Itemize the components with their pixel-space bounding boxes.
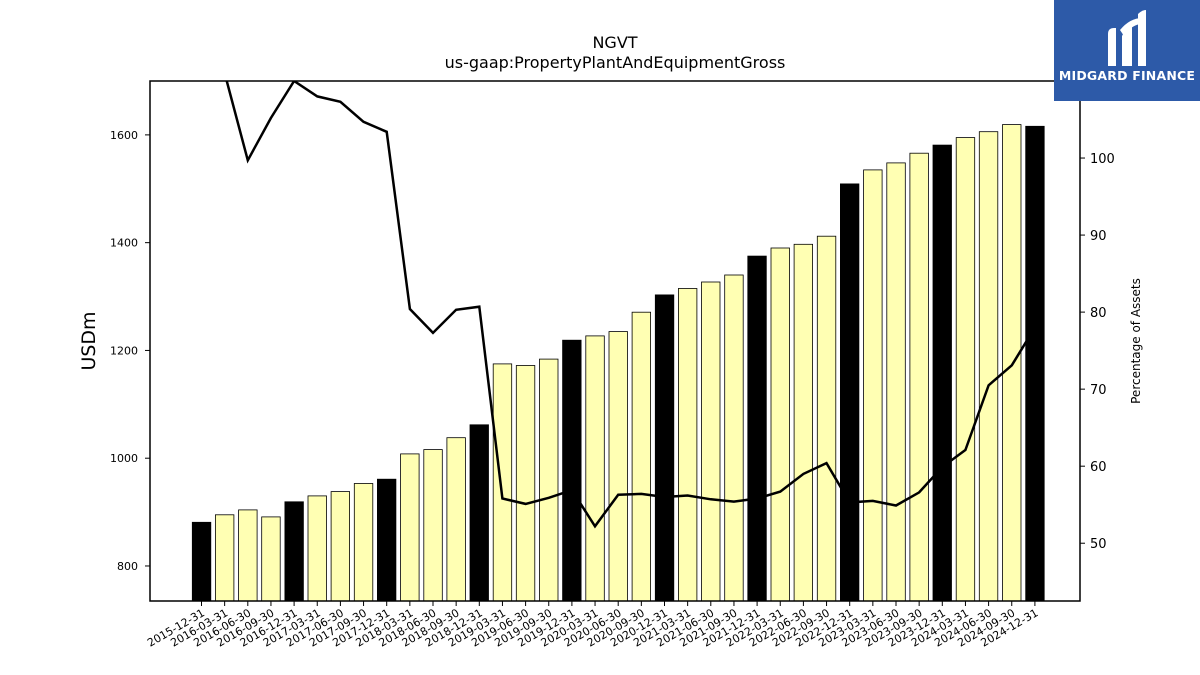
bar	[469, 424, 489, 602]
bar	[678, 288, 698, 602]
right-tick-label: 100	[1090, 152, 1115, 167]
left-tick-label: 1400	[110, 237, 138, 250]
brand-logo: MIDGARD FINANCE	[1054, 0, 1200, 101]
bar	[909, 152, 929, 602]
left-tick-label: 1200	[110, 344, 138, 357]
bar	[840, 183, 860, 602]
bar	[932, 144, 952, 602]
left-tick-label: 800	[117, 560, 138, 573]
logo-text: MIDGARD FINANCE	[1058, 68, 1196, 83]
bar	[886, 162, 906, 602]
bar	[515, 365, 536, 602]
bar	[770, 247, 790, 602]
bar	[585, 335, 605, 602]
bar	[978, 131, 999, 602]
bar	[400, 453, 420, 602]
left-axis: 800 1000 1200 1400 1600	[110, 129, 150, 573]
bar	[654, 294, 675, 602]
bar	[284, 501, 304, 602]
bar	[330, 491, 351, 602]
bar	[1002, 124, 1022, 602]
bar	[446, 437, 466, 602]
bar	[191, 521, 212, 602]
left-tick-label: 1600	[110, 129, 138, 142]
bar-layer	[191, 124, 1045, 602]
chart-subtitle: us-gaap:PropertyPlantAndEquipmentGross	[445, 53, 786, 72]
bar	[955, 137, 976, 602]
right-tick-label: 70	[1090, 383, 1107, 398]
right-tick-label: 90	[1090, 229, 1107, 244]
bar	[608, 331, 628, 602]
chart-title: NGVT	[592, 33, 637, 52]
bar	[261, 516, 281, 602]
y-axis-label: USDm	[78, 311, 100, 370]
bar	[376, 478, 397, 602]
bar	[353, 483, 374, 602]
right-axis: 50 60 70 80 90 100	[1080, 152, 1115, 552]
bar	[701, 281, 721, 602]
right-tick-label: 60	[1090, 460, 1107, 475]
y-axis-right-label: Percentage of Assets	[1129, 278, 1143, 404]
bar	[863, 169, 883, 602]
right-tick-label: 80	[1090, 306, 1107, 321]
line-layer	[225, 81, 1036, 529]
bar	[562, 339, 582, 602]
bar	[423, 449, 443, 602]
bar	[631, 311, 651, 602]
left-tick-label: 1000	[110, 452, 138, 465]
x-axis: 2015-12-312016-03-312016-06-302016-09-30…	[145, 601, 1040, 650]
bar	[307, 495, 327, 602]
bar	[214, 514, 235, 602]
plot-frame	[149, 80, 1081, 602]
bar	[492, 363, 513, 602]
logo-mark-icon	[1108, 10, 1146, 66]
line-series	[225, 81, 1036, 529]
bar	[539, 358, 559, 602]
bar	[793, 243, 813, 602]
bar	[1025, 125, 1045, 602]
bar	[238, 509, 258, 602]
bar	[724, 274, 744, 602]
right-tick-label: 50	[1090, 537, 1107, 552]
bar	[747, 255, 767, 602]
bar	[816, 235, 837, 602]
